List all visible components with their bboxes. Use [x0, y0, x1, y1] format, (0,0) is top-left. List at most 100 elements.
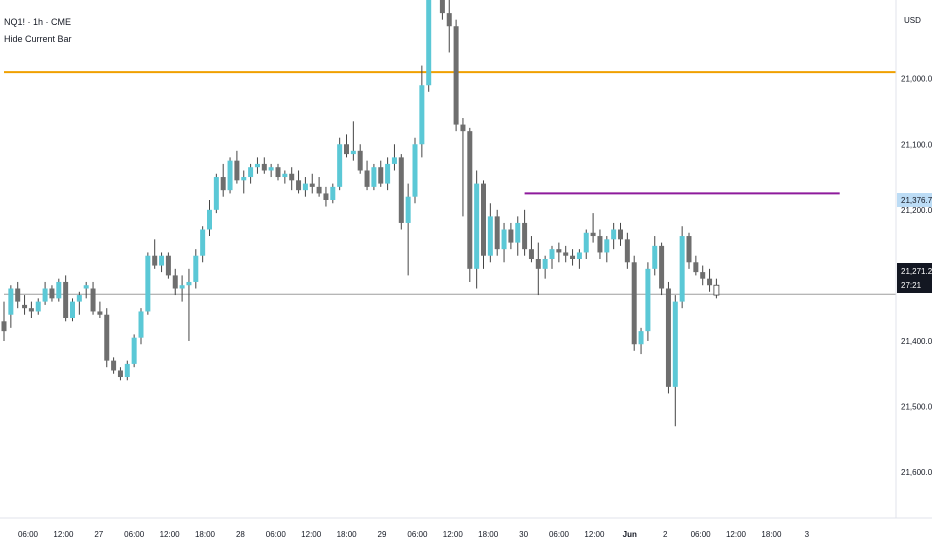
candle-body	[316, 186, 322, 194]
candle	[289, 167, 295, 191]
last-price-marker-bg	[897, 263, 932, 293]
price-marker-highlight: 21,376.75	[901, 196, 932, 205]
candle	[200, 226, 206, 263]
candle-body	[117, 370, 123, 378]
candle-body	[453, 26, 459, 125]
candle	[707, 268, 713, 292]
candle-body	[97, 311, 103, 315]
time-tick-label: 06:00	[407, 530, 428, 539]
time-tick-label: 06:00	[549, 530, 570, 539]
candle	[522, 209, 528, 256]
candle-body	[467, 131, 473, 269]
candle-body	[515, 222, 521, 243]
candle	[693, 255, 699, 276]
candle	[535, 242, 541, 296]
candle-body	[111, 360, 117, 371]
price-axis[interactable]: USD 21,600.0021,500.0021,400.0021,300.00…	[895, 0, 932, 518]
candle	[590, 213, 596, 243]
candle-body	[446, 13, 452, 27]
candle-body	[145, 255, 151, 312]
candle-body	[56, 281, 62, 299]
time-tick-label: 2	[663, 530, 668, 539]
candle-body	[83, 285, 89, 289]
plot-area[interactable]	[0, 0, 896, 518]
candle	[15, 281, 21, 309]
time-tick-label: 18:00	[195, 530, 216, 539]
candle	[439, 0, 445, 20]
candle-body	[645, 268, 651, 332]
candle-body	[15, 288, 21, 302]
candle-body	[172, 275, 178, 289]
time-tick-label: 12:00	[160, 530, 181, 539]
candle	[323, 186, 329, 207]
time-tick-label: 06:00	[691, 530, 712, 539]
candle	[576, 249, 582, 269]
time-tick-label: 29	[378, 530, 387, 539]
candle-body	[405, 196, 411, 223]
candle-body	[179, 285, 185, 289]
candle-body	[419, 85, 425, 145]
candle	[357, 144, 363, 174]
candle	[302, 177, 308, 197]
candle	[583, 229, 589, 259]
candle-body	[289, 173, 295, 181]
indicator-label[interactable]: Hide Current Bar	[4, 34, 72, 44]
candle	[1, 301, 7, 341]
candle	[104, 308, 110, 368]
candle-body	[248, 167, 254, 178]
candle-body	[631, 262, 637, 345]
candle-body	[70, 301, 75, 319]
candle	[227, 157, 233, 194]
candle-body	[700, 272, 706, 279]
candle-body	[309, 183, 315, 187]
candle	[371, 163, 377, 191]
candles	[1, 0, 720, 427]
candle	[624, 232, 630, 269]
candle	[563, 245, 569, 263]
candle	[515, 216, 521, 256]
candle	[35, 298, 41, 315]
candle	[97, 301, 103, 319]
candle	[665, 281, 671, 394]
candle	[672, 295, 678, 427]
candle-body	[624, 239, 630, 263]
candle-body	[618, 229, 623, 240]
candle-body	[200, 229, 206, 256]
candle-body	[604, 239, 610, 253]
candle-body	[268, 167, 274, 171]
price-marker-highlight-bg	[897, 193, 932, 207]
candle-body	[391, 157, 397, 164]
candle-body	[22, 304, 28, 309]
time-axis[interactable]: 06:00 12:00 27 06:00 12:00 18:00 28 06:00 12:00 1…	[0, 517, 932, 539]
candle-body	[398, 157, 404, 223]
candle-body	[104, 314, 110, 361]
candle	[254, 157, 260, 174]
candle-body	[323, 193, 329, 200]
candle-body	[220, 177, 226, 191]
candle-body	[90, 288, 96, 312]
candle-body	[35, 301, 41, 312]
time-tick-label: 06:00	[266, 530, 287, 539]
candle	[330, 183, 336, 204]
candle	[686, 232, 692, 269]
candle	[364, 160, 370, 191]
candle-body	[152, 255, 158, 266]
candle-body	[8, 288, 14, 315]
symbol-title[interactable]: NQ1! · 1h · CME	[4, 17, 72, 27]
candle-body	[42, 288, 48, 302]
last-price-marker: 21,271.25	[901, 267, 932, 276]
candle	[145, 252, 151, 315]
candle	[542, 255, 548, 279]
candle-body	[693, 262, 699, 273]
candle-body	[556, 249, 562, 253]
candle-body	[241, 177, 247, 181]
candle	[618, 222, 623, 246]
candle-body	[76, 295, 82, 302]
candle-body	[63, 281, 69, 319]
price-tick-label: 21,100.00	[901, 140, 932, 149]
candle	[467, 127, 473, 282]
candle-body	[261, 163, 267, 171]
candle	[659, 242, 665, 296]
candle-body	[186, 281, 192, 286]
